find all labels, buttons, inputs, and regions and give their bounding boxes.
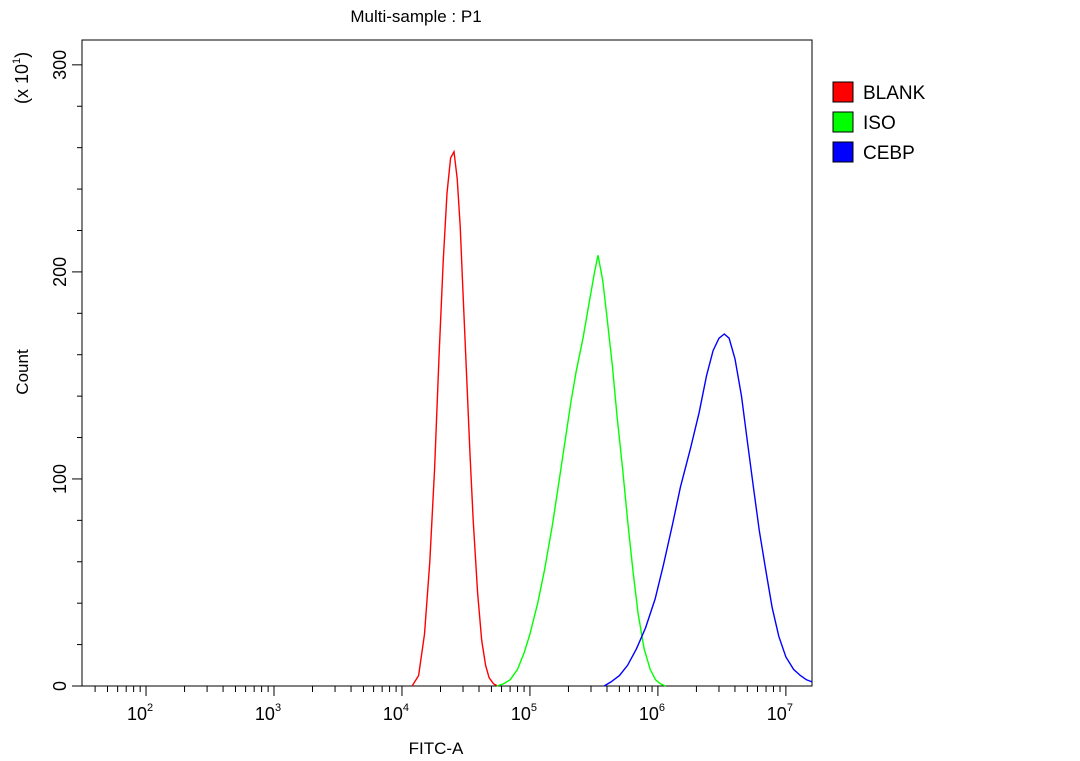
plot-area — [81, 39, 813, 687]
series-line-blank — [411, 149, 499, 687]
x-tick-exponent: 6 — [659, 702, 665, 714]
x-tick-label: 102 — [127, 702, 153, 724]
y-multiplier-exponent: 1 — [11, 58, 23, 64]
x-tick-exponent: 5 — [531, 702, 537, 714]
y-tick-label: 300 — [50, 50, 70, 80]
legend-label-cebp: CEBP — [863, 143, 915, 164]
x-tick-label: 107 — [767, 702, 793, 724]
legend-swatch-blank — [832, 81, 854, 103]
x-tick-label: 106 — [639, 702, 665, 724]
x-tick-label: 103 — [255, 702, 281, 724]
legend-label-blank: BLANK — [863, 83, 926, 104]
x-tick-exponent: 2 — [147, 702, 153, 714]
x-axis-label: FITC-A — [409, 739, 464, 758]
legend: BLANK ISO CEBP — [832, 81, 926, 164]
legend-swatch-iso — [832, 111, 854, 133]
plot-frame — [81, 39, 813, 687]
x-tick-base: 10 — [767, 704, 787, 724]
x-tick-base: 10 — [383, 704, 403, 724]
series-layer — [411, 149, 813, 687]
x-tick-base: 10 — [511, 704, 531, 724]
x-tick-exponent: 4 — [403, 702, 409, 714]
series-line-iso — [496, 255, 666, 687]
x-axis: 102 103 104 105 106 107 — [94, 686, 793, 724]
y-tick-label: 200 — [50, 257, 70, 287]
y-multiplier-prefix: (x 10 — [12, 64, 32, 104]
x-tick-exponent: 7 — [787, 702, 793, 714]
y-tick-label: 100 — [50, 464, 70, 494]
x-tick-exponent: 3 — [275, 702, 281, 714]
series-line-cebp — [603, 333, 813, 687]
y-tick-label: 0 — [50, 681, 70, 691]
y-axis: 0 100 200 300 — [50, 50, 82, 691]
legend-label-iso: ISO — [863, 113, 896, 134]
y-axis-label: Count — [13, 349, 32, 395]
x-tick-base: 10 — [639, 704, 659, 724]
x-tick-base: 10 — [127, 704, 147, 724]
y-multiplier-suffix: ) — [12, 52, 32, 58]
x-tick-label: 104 — [383, 702, 409, 724]
y-multiplier-label: (x 101) — [11, 52, 32, 104]
x-tick-label: 105 — [511, 702, 537, 724]
chart-title: Multi-sample : P1 — [350, 7, 481, 26]
legend-swatch-cebp — [832, 141, 854, 163]
x-tick-base: 10 — [255, 704, 275, 724]
